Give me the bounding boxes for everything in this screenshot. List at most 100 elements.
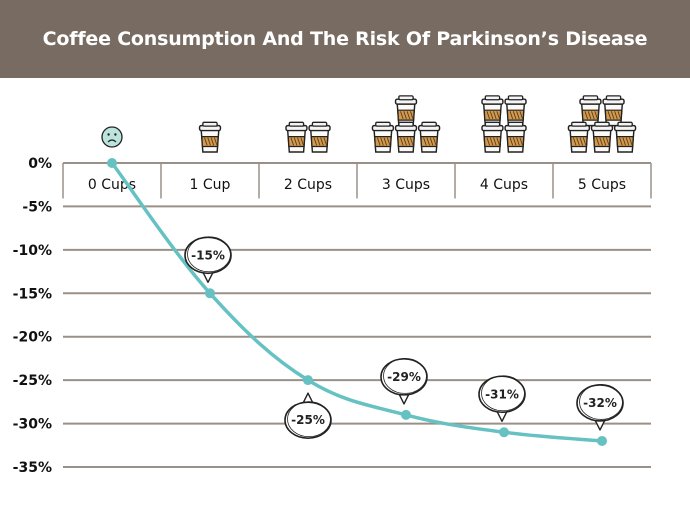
sleeve-stripe	[293, 137, 298, 146]
cup-sleeve	[397, 109, 415, 121]
gridlines	[62, 162, 652, 468]
bubble-outline	[184, 236, 232, 275]
cup-lid-top	[375, 121, 391, 127]
coffee-cup-icon	[394, 121, 418, 153]
sleeve-stripe	[493, 111, 497, 120]
data-point	[597, 435, 607, 446]
cup-lid-top	[311, 121, 328, 127]
cup-sleeve	[397, 135, 415, 148]
data-label: -15%	[191, 248, 225, 262]
sleeve-stripe	[516, 137, 520, 146]
sleeve-stripe	[406, 111, 411, 120]
sleeve-stripe	[516, 111, 520, 120]
cup-lid-top	[202, 121, 218, 127]
coffee-cup-icon	[394, 95, 418, 127]
sleeve-stripe	[320, 137, 324, 146]
sleeve-stripe	[582, 137, 587, 146]
face	[101, 126, 123, 148]
sleeve-stripe	[486, 137, 491, 146]
sleeve-stripe	[605, 137, 610, 146]
sleeve-stripe	[519, 137, 524, 146]
cup-sleeve	[593, 135, 611, 148]
data-point	[499, 427, 509, 438]
y-tick-label: -5%	[22, 199, 52, 215]
sleeve-stripe	[579, 137, 584, 146]
cup-sleeve	[483, 135, 502, 148]
sleeve-stripe	[625, 137, 630, 146]
data-label: -32%	[583, 396, 617, 410]
bubble-sketch-line	[579, 384, 623, 420]
sleeve-stripe	[403, 137, 407, 146]
cup-lid-top	[571, 121, 587, 127]
sleeve-stripe	[591, 111, 595, 120]
sleeve-stripe	[297, 137, 301, 146]
sleeve-stripe	[602, 137, 607, 146]
data-point	[107, 158, 117, 168]
sleeve-stripe	[614, 111, 618, 120]
bubble-sketch-line	[187, 236, 231, 273]
category-label: 5 Cups	[578, 177, 626, 193]
data-label-bubble: -32%	[576, 384, 624, 431]
coffee-cup-icon	[371, 121, 395, 153]
cup-lid-top	[398, 95, 414, 101]
sleeve-stripe	[509, 111, 514, 120]
cup-sleeve	[506, 109, 525, 121]
data-point	[205, 288, 215, 299]
sleeve-stripe	[290, 137, 295, 146]
sleeve-stripe	[423, 137, 427, 146]
bubble-sketch-line	[481, 375, 525, 412]
y-tick-label: -25%	[13, 373, 52, 389]
data-labels: -15% -25% -29% -31% -32%	[184, 236, 624, 439]
sleeve-stripe	[512, 137, 517, 146]
sleeve-stripe	[519, 111, 524, 120]
coffee-cup-icon	[308, 121, 331, 153]
eye	[114, 133, 117, 136]
sleeve-stripe	[489, 137, 494, 146]
sleeve-stripe	[400, 111, 404, 120]
coffee-cup-icon	[198, 121, 222, 153]
cup-sleeve	[604, 109, 623, 121]
sleeve-stripe	[572, 137, 577, 146]
sleeve-stripe	[386, 137, 391, 146]
sleeve-stripe	[213, 137, 218, 146]
sleeve-stripe	[486, 111, 491, 120]
y-tick-label: -15%	[13, 286, 52, 302]
sleeve-stripe	[607, 111, 612, 120]
sleeve-stripe	[496, 137, 500, 146]
coffee-cup-icon	[504, 95, 527, 127]
data-label-bubble: -25%	[284, 392, 332, 439]
coffee-cup-icon	[590, 121, 614, 153]
coffee-cup-icon	[504, 121, 527, 153]
sleeve-stripe	[376, 137, 381, 146]
sleeve-stripe	[489, 111, 494, 120]
sleeve-stripe	[629, 137, 633, 146]
coffee-cup-icon	[481, 95, 504, 127]
sleeve-stripe	[409, 137, 414, 146]
sleeve-stripe	[576, 137, 580, 146]
y-tick-label: 0%	[28, 156, 52, 172]
cup-lid-top	[617, 121, 633, 127]
sleeve-stripe	[406, 137, 411, 146]
sleeve-stripe	[512, 111, 517, 120]
sleeve-stripe	[210, 137, 215, 146]
bubble-sketch-line	[287, 401, 331, 438]
coffee-cup-icon	[613, 121, 637, 153]
cup-sleeve	[310, 135, 329, 148]
data-label-bubble: -29%	[380, 357, 428, 405]
bubble-sketch-line	[383, 357, 427, 394]
data-point	[303, 375, 313, 386]
cup-lid-top	[582, 95, 599, 101]
sleeve-stripe	[380, 137, 384, 146]
coffee-cup-icon	[567, 121, 591, 153]
y-axis: 0% -5% -10% -15% -20% -25% -30% -35%	[13, 156, 52, 476]
sleeve-stripe	[433, 137, 437, 146]
sleeve-stripe	[204, 137, 208, 146]
cup-sleeve	[581, 109, 600, 121]
category-label: 1 Cup	[190, 177, 231, 193]
cup-lid-top	[421, 121, 437, 127]
sleeve-stripe	[622, 137, 626, 146]
data-label: -25%	[291, 413, 325, 427]
cup-lid-top	[507, 95, 524, 101]
bubble-outline	[576, 384, 624, 422]
cup-sleeve	[570, 135, 588, 148]
